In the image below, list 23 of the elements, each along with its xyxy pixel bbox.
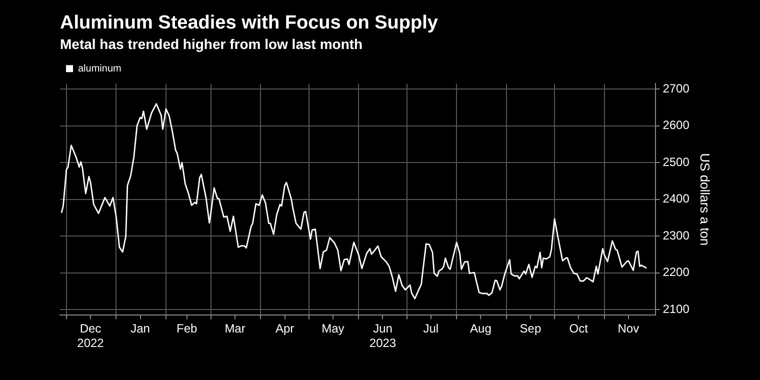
- x-tick-label: Mar: [224, 322, 246, 336]
- y-tick-label: 2200: [662, 265, 690, 280]
- y-tick-label: 2600: [662, 118, 690, 132]
- chart-subtitle: Metal has trended higher from low last month: [60, 36, 363, 52]
- x-tick-label: Sep: [520, 322, 542, 336]
- legend-label: aluminum: [78, 63, 122, 74]
- x-tick-label: Oct: [569, 322, 589, 336]
- x-tick-label: Jul: [423, 322, 439, 336]
- y-axis-title: US dollars a ton: [698, 153, 713, 246]
- x-tick-label: Apr: [275, 322, 294, 336]
- y-tick-label: 2100: [662, 302, 690, 316]
- x-tick-label: May: [322, 322, 344, 336]
- chart-title: Aluminum Steadies with Focus on Supply: [60, 12, 438, 34]
- y-tick-label: 2500: [662, 154, 690, 169]
- y-tick-label: 2700: [662, 81, 690, 96]
- y-tick-label: 2300: [662, 228, 690, 242]
- x-tick-label: Nov: [618, 322, 640, 336]
- x-tick-label: Jan: [130, 322, 150, 336]
- x-tick-label: Feb: [176, 322, 198, 336]
- x-tick-label: Aug: [470, 322, 492, 336]
- x-tick-label: Dec 2022: [77, 322, 104, 350]
- y-tick-label: 2400: [662, 192, 690, 206]
- x-tick-label: Jun 2023: [369, 322, 396, 350]
